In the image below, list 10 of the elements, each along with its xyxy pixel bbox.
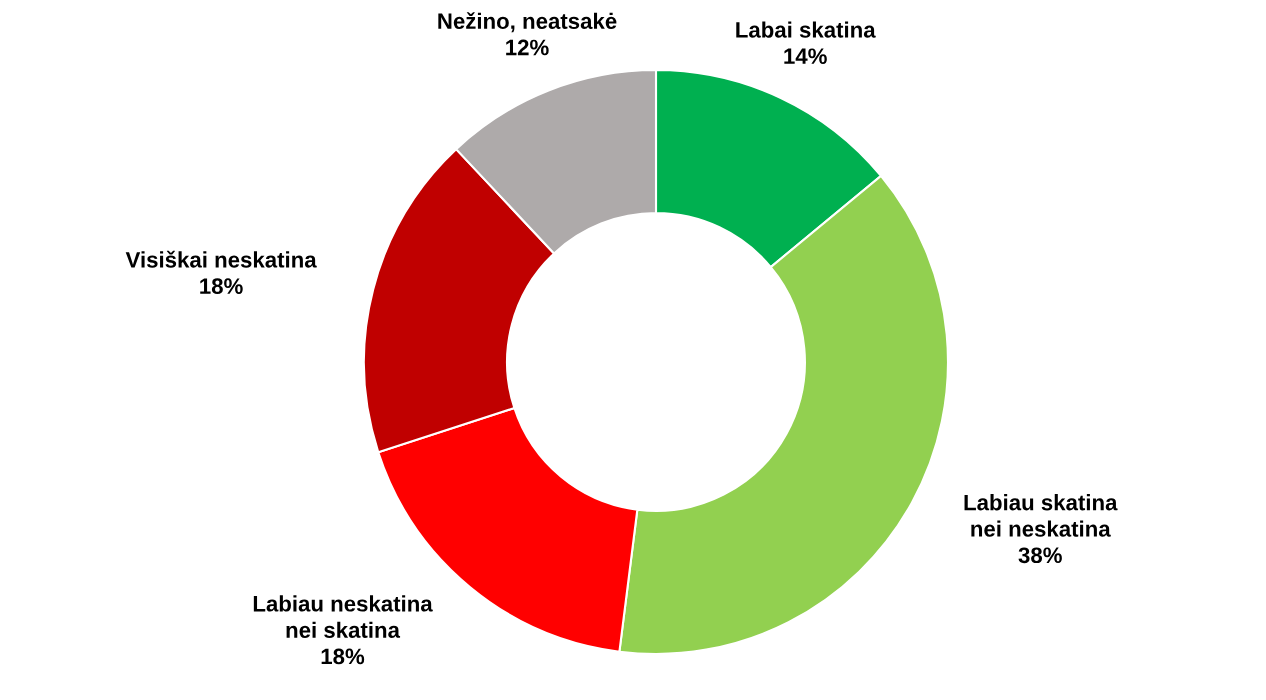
data-label: 18% xyxy=(321,648,365,665)
slice-label: Labiau neskatina nei skatina xyxy=(253,595,433,638)
data-label: 18% xyxy=(200,278,243,294)
data-label: 38% xyxy=(1018,547,1062,564)
slice-label: Nežino, neatsakė xyxy=(438,12,617,33)
slice-label: Visiškai neskatina xyxy=(125,250,317,268)
data-label: 12% xyxy=(506,39,549,56)
slice-label: Labiau skatina nei neskatina xyxy=(964,494,1118,537)
slice-label: Labai skatina xyxy=(736,21,876,38)
data-label: 14% xyxy=(784,48,827,65)
